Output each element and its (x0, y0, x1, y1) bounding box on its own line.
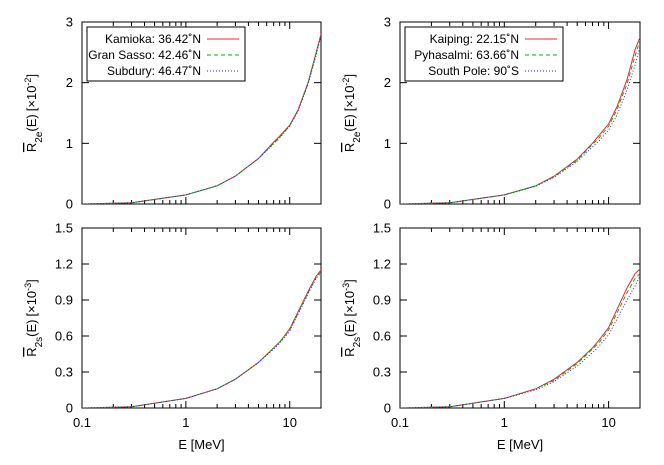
legend-box (86, 26, 246, 82)
legend-box (404, 26, 564, 82)
legend: Kaiping: 22.15˚N Pyhasalmi: 63.66˚N South … (404, 26, 564, 82)
y-axis-label: R2e(E) [×10-2] (341, 74, 363, 152)
plot-frame (399, 227, 641, 409)
y-tick-label: 3 (384, 15, 391, 30)
y-axis-label-base: R (342, 347, 357, 356)
series-line-1 (400, 273, 640, 408)
y-axis-label-arg: (E) (342, 320, 357, 337)
y-tick-label: 0.3 (373, 365, 391, 380)
y-axis-label: R2e(E) [×10-2] (23, 74, 45, 152)
y-tick-label: 1 (384, 136, 391, 151)
y-axis-label-arg: (E) (342, 114, 357, 131)
panel-top-left: 0 1 2 3 R2e(E) [×10-2] Kamioka: 36.42˚N Gran Sa… (23, 15, 322, 212)
x-tick-label: 10 (282, 415, 296, 430)
y-tick-label: 0.6 (55, 329, 73, 344)
series-line-1 (82, 270, 321, 408)
y-axis-label-base: R (24, 143, 39, 152)
y-tick-label: 2 (384, 75, 391, 90)
y-axis-label-exp: -2 (23, 78, 33, 86)
y-axis-label-close: ] (342, 74, 357, 78)
y-tick-label: 0 (384, 197, 391, 212)
y-axis-label-scale: [×10 (342, 291, 357, 317)
y-tick-label: 0.6 (373, 329, 391, 344)
panel-bottom-left: 0.1 1 10 0 0.3 0.6 0.9 1.2 1.5 R2s(E) [×10-3] E [Me… (23, 221, 322, 452)
y-axis-label-sub: 2e (34, 131, 45, 143)
y-axis-label-close: ] (342, 279, 357, 283)
series-line-0 (400, 37, 640, 204)
y-tick-label: 0.9 (55, 293, 73, 308)
legend-entry-label: Kamioka: 36.42˚N (105, 32, 201, 46)
y-axis-label-close: ] (24, 74, 39, 78)
x-tick-label: 1 (182, 415, 189, 430)
y-tick-label: 0 (66, 401, 73, 416)
legend: Kamioka: 36.42˚N Gran Sasso: 42.46˚N Subdu… (86, 26, 246, 82)
legend-entry-label: Kaiping: 22.15˚N (430, 32, 519, 46)
x-axis-label: E [MeV] (178, 437, 224, 452)
legend-entry-label: Pyhasalmi: 63.66˚N (414, 48, 519, 62)
y-tick-label: 1.5 (55, 221, 73, 236)
x-tick-label: 1 (501, 415, 508, 430)
y-tick-label: 1.5 (373, 221, 391, 236)
y-tick-label: 0.3 (55, 365, 73, 380)
x-tick-label: 0.1 (391, 415, 409, 430)
y-tick-label: 1 (66, 136, 73, 151)
series-line-0 (400, 268, 640, 408)
panel-bottom-right: 0.1 1 10 0 0.3 0.6 0.9 1.2 1.5 R2s(E) [×10-3] E [Me… (341, 221, 641, 452)
y-axis-label-scale: [×10 (24, 86, 39, 112)
legend-entry-label: Subdury: 46.47˚N (107, 64, 201, 78)
legend-entry-label: South Pole: 90˚S (428, 64, 519, 78)
y-axis-label-sub: 2s (352, 337, 363, 348)
y-axis-label: R2s(E) [×10-3] (341, 279, 363, 357)
y-axis-label-arg: (E) (24, 114, 39, 131)
plot-frame (81, 21, 322, 205)
y-tick-label: 0 (384, 401, 391, 416)
y-tick-label: 2 (66, 75, 73, 90)
series-line-0 (82, 269, 321, 408)
x-tick-label: 10 (601, 415, 615, 430)
x-tick-label: 0.1 (73, 415, 91, 430)
y-axis-label-scale: [×10 (24, 291, 39, 317)
y-axis-label-exp: -3 (341, 283, 351, 291)
y-axis-label-close: ] (24, 279, 39, 283)
y-axis-label-exp: -3 (23, 283, 33, 291)
panel-top-right: 0 1 2 3 R2e(E) [×10-2] Kaiping: 22.15˚N Pyhasal… (341, 15, 641, 212)
x-axis-label: E [MeV] (497, 437, 543, 452)
plot-frame (399, 21, 641, 205)
y-axis-label-base: R (342, 143, 357, 152)
y-tick-label: 1.2 (55, 257, 73, 272)
legend-entry-label: Gran Sasso: 42.46˚N (88, 48, 201, 62)
y-axis-label-exp: -2 (341, 78, 351, 86)
plot-frame (81, 227, 322, 409)
series-line-2 (400, 275, 640, 408)
y-axis-label-sub: 2s (34, 337, 45, 348)
series-line-2 (82, 35, 321, 204)
y-axis-label-base: R (24, 347, 39, 356)
y-axis-label-scale: [×10 (342, 86, 357, 112)
y-tick-label: 0 (66, 197, 73, 212)
y-tick-label: 0.9 (373, 293, 391, 308)
y-axis-label: R2s(E) [×10-3] (23, 279, 45, 357)
y-tick-label: 1.2 (373, 257, 391, 272)
y-tick-label: 3 (66, 15, 73, 30)
y-axis-label-arg: (E) (24, 320, 39, 337)
series-line-2 (82, 272, 321, 408)
y-axis-label-sub: 2e (352, 131, 363, 143)
